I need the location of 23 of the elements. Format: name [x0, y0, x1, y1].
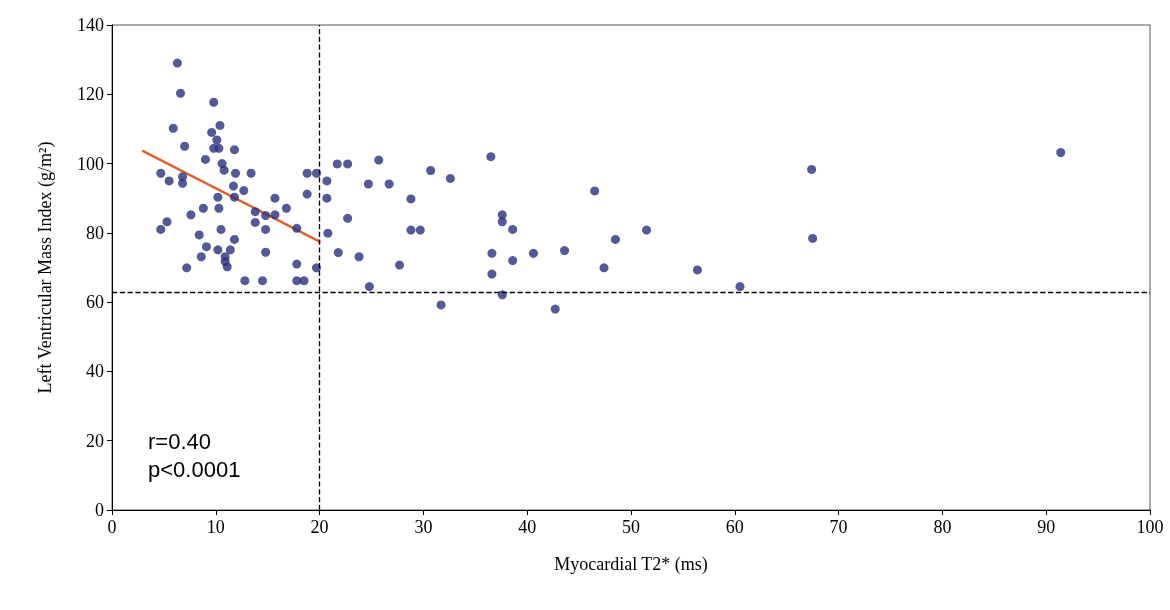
annotation: p<0.0001: [148, 456, 241, 482]
x-tick-label: 60: [725, 517, 744, 537]
x-tick-label: 70: [829, 517, 848, 537]
y-tick-label: 100: [77, 153, 104, 174]
x-tick-label: 40: [518, 517, 537, 537]
y-tick-label: 80: [86, 222, 104, 243]
annotation: r=0.40: [148, 428, 211, 454]
x-tick-label: 30: [414, 517, 433, 537]
x-tick-label: 90: [1037, 517, 1056, 537]
x-tick-label: 50: [622, 517, 640, 537]
x-tick-label: 80: [933, 517, 952, 537]
y-tick-label: 0: [95, 500, 104, 520]
y-tick-label: 140: [77, 15, 104, 35]
y-tick-label: 40: [86, 361, 104, 382]
x-tick-label: 10: [206, 517, 225, 537]
y-tick-label: 60: [86, 292, 104, 313]
y-axis-title: Left Ventricular Mass Index (g/m²): [35, 141, 56, 394]
x-axis-title: Myocardial T2* (ms): [554, 554, 708, 575]
x-tick-label: 20: [310, 517, 329, 537]
y-tick-label: 120: [77, 84, 104, 105]
y-tick-label: 20: [86, 430, 104, 451]
x-tick-label: 100: [1136, 517, 1164, 537]
x-tick-label: 0: [107, 517, 117, 537]
